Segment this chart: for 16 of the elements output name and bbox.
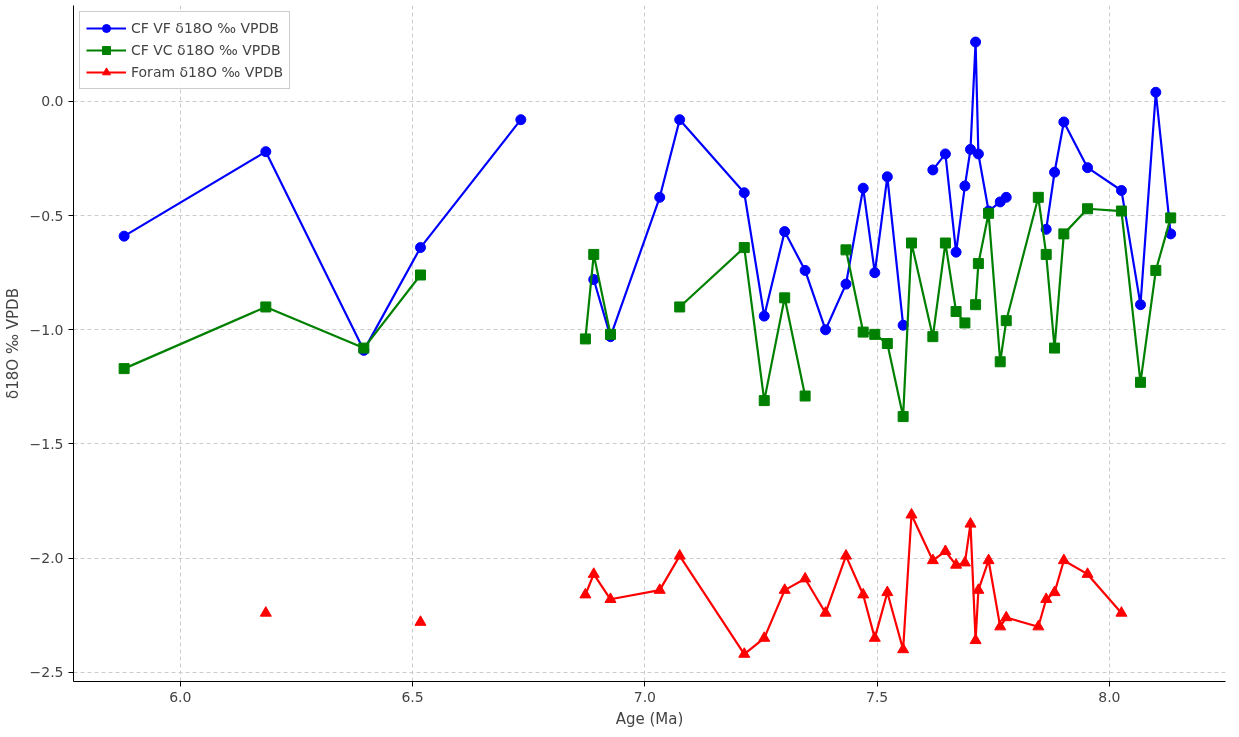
y-axis-title: δ18O ‰ VPDB (3, 288, 22, 399)
legend-label: CF VF δ18O ‰ VPDB (131, 20, 279, 36)
y-tick-label: −2.0 (29, 550, 64, 567)
y-tick-label: 0.0 (41, 93, 64, 110)
y-tick-label: −2.5 (29, 664, 64, 681)
x-tick-label: 6.0 (169, 688, 192, 705)
y-tick-label: −1.5 (29, 435, 64, 452)
y-tick-label: −1.0 (29, 321, 64, 338)
x-tick-label: 8.0 (1098, 688, 1121, 705)
legend-label: CF VC δ18O ‰ VPDB (131, 42, 281, 58)
x-axis-title: Age (Ma) (615, 709, 684, 728)
x-tick-label: 7.5 (865, 688, 889, 705)
y-tick-label: −0.5 (29, 207, 64, 224)
x-tick-label: 7.0 (633, 688, 656, 705)
legend-label: Foram δ18O ‰ VPDB (131, 64, 284, 80)
x-tick-label: 6.5 (401, 688, 424, 705)
